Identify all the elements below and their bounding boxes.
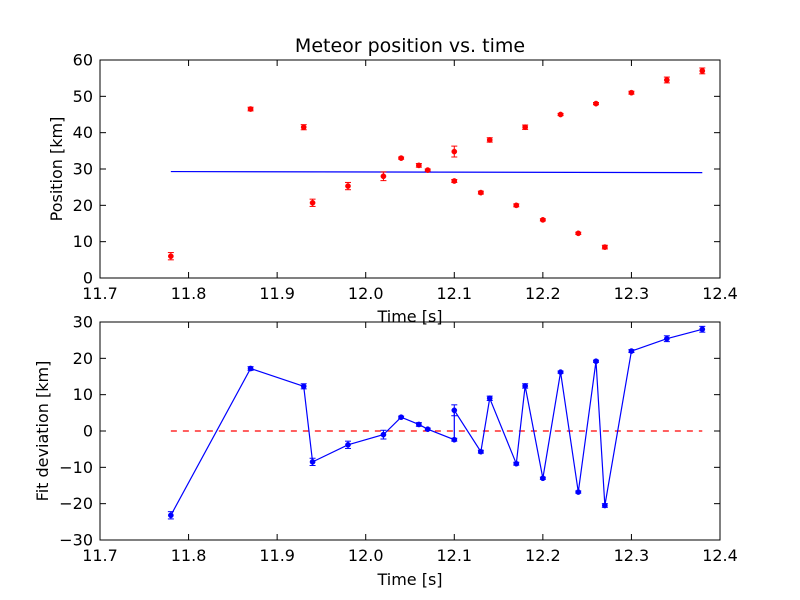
position-x-tick-label: 11.7 [82, 284, 118, 303]
deviation-ticks-group: 11.7 11.8 11.9 12.0 12.1 12.2 12.3 12.4 −30 −20 −1… [59, 313, 738, 566]
deviation-x-tick-label: 11.7 [82, 546, 118, 565]
deviation-data-point [398, 414, 404, 421]
deviation-y-tick-label: −10 [59, 458, 93, 477]
position-x-tick-label: 11.8 [171, 284, 207, 303]
deviation-data-point [424, 426, 431, 433]
position-y-tick-label: 30 [73, 160, 93, 179]
position-data-point [575, 230, 582, 237]
position-x-tick-label: 12.3 [614, 284, 650, 303]
position-data-point [424, 167, 431, 173]
position-data-point [486, 137, 493, 143]
deviation-data-point [540, 475, 546, 482]
deviation-y-tick-label: 10 [73, 385, 93, 404]
position-data-point [398, 155, 404, 161]
deviation-x-axis-label: Time [s] [376, 570, 442, 589]
deviation-y-tick-label: −20 [59, 494, 93, 513]
position-axes-frame [99, 59, 721, 279]
deviation-line-group [167, 325, 706, 520]
deviation-data-point [575, 489, 582, 495]
position-data-point [345, 183, 351, 189]
deviation-data-point [451, 407, 458, 414]
position-y-tick-label: 40 [73, 123, 93, 142]
deviation-data-point [593, 358, 599, 365]
position-x-tick-label: 11.9 [259, 284, 295, 303]
position-y-tick-label: 0 [83, 269, 93, 288]
position-x-tick-label: 12.0 [348, 284, 384, 303]
position-y-tick-label: 50 [73, 87, 93, 106]
deviation-data-point [345, 441, 351, 448]
position-data-point [380, 173, 387, 180]
position-y-axis-label: Position [km] [47, 117, 66, 222]
position-data-point [168, 253, 174, 260]
deviation-data-point [309, 459, 316, 465]
position-panel: Meteor position vs. time Time [s] Positi… [47, 35, 738, 326]
position-data-point [540, 217, 546, 223]
deviation-x-tick-label: 12.3 [614, 546, 650, 565]
deviation-y-tick-label: 30 [73, 313, 93, 332]
deviation-data-point [247, 365, 254, 372]
position-data-point [522, 124, 528, 131]
deviation-x-tick-label: 12.4 [702, 546, 738, 565]
deviation-y-axis-label: Fit deviation [km] [33, 361, 52, 502]
deviation-x-tick-label: 11.9 [259, 546, 295, 565]
position-data-point [451, 148, 458, 155]
position-data-point [602, 244, 608, 250]
deviation-data-point [168, 512, 174, 519]
position-y-tick-label: 10 [73, 232, 93, 251]
deviation-data-point [664, 335, 670, 342]
deviation-data-point [478, 448, 484, 455]
position-points-group [167, 67, 706, 261]
position-data-point [593, 100, 599, 107]
position-data-point [699, 68, 706, 74]
deviation-x-tick-label: 11.8 [171, 546, 207, 565]
position-x-axis-label: Time [s] [376, 307, 442, 326]
position-fit-line [170, 170, 703, 174]
deviation-data-point [602, 502, 608, 509]
deviation-panel: Time [s] Fit deviation [km] 11.7 11.8 11.9… [33, 313, 738, 590]
position-chart-title: Meteor position vs. time [295, 35, 525, 57]
deviation-x-tick-label: 12.2 [525, 546, 561, 565]
position-y-tick-label: 60 [73, 51, 93, 70]
deviation-y-tick-label: 0 [83, 422, 93, 441]
deviation-y-tick-label: 20 [73, 349, 93, 368]
deviation-axes-frame [99, 321, 721, 541]
deviation-data-point [628, 348, 635, 354]
deviation-y-tick-label: −30 [59, 531, 93, 550]
deviation-data-point [513, 460, 520, 467]
position-data-point [478, 189, 484, 196]
deviation-data-point [522, 383, 528, 389]
position-ticks-group: 11.7 11.8 11.9 12.0 12.1 12.2 12.3 12.4 0 10 20 30 4… [73, 51, 738, 304]
position-data-point [557, 111, 564, 118]
position-x-tick-label: 12.4 [702, 284, 738, 303]
position-data-point [300, 124, 307, 131]
position-x-tick-label: 12.1 [436, 284, 472, 303]
deviation-data-point [416, 421, 422, 428]
position-y-tick-label: 20 [73, 196, 93, 215]
deviation-data-point [557, 369, 564, 375]
position-data-point [451, 178, 458, 184]
deviation-data-point [699, 326, 706, 333]
deviation-x-tick-label: 12.0 [348, 546, 384, 565]
position-x-tick-label: 12.2 [525, 284, 561, 303]
deviation-data-point [300, 383, 307, 390]
position-data-point [664, 77, 670, 83]
deviation-x-tick-label: 12.1 [436, 546, 472, 565]
position-data-point [416, 162, 422, 169]
position-fit-line-group [170, 170, 703, 174]
deviation-data-point [486, 395, 493, 402]
position-data-point [513, 202, 520, 209]
deviation-data-point [380, 431, 387, 438]
deviation-data-point [451, 436, 458, 443]
position-data-point [628, 89, 635, 96]
position-data-point [247, 106, 254, 112]
position-data-point [309, 199, 316, 206]
